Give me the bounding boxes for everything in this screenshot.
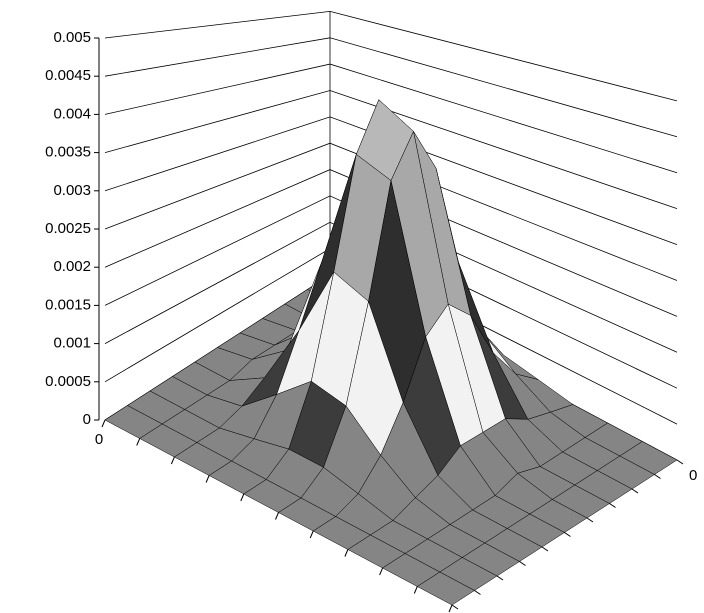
x-tick	[136, 438, 141, 446]
y-tick	[541, 546, 549, 552]
y-tick	[474, 590, 481, 595]
x-tick	[240, 493, 245, 502]
z-tick-label: 0.0005	[45, 373, 91, 390]
z-tick-label: 0.002	[53, 258, 91, 275]
y-tick	[564, 532, 571, 537]
z-tick-label: 0.005	[53, 29, 91, 46]
z-tick-label: 0.001	[53, 335, 91, 352]
z-tick-label: 0.0035	[45, 144, 91, 161]
x-tick	[101, 419, 106, 428]
x-tick	[344, 549, 349, 557]
z-tick-label: 0.003	[53, 182, 91, 199]
x-tick	[205, 475, 210, 483]
y-tick-label: 0	[689, 467, 697, 484]
x-tick	[275, 512, 279, 520]
y-tick	[496, 575, 504, 581]
z-tick-label: 0.004	[53, 105, 91, 122]
y-tick	[586, 517, 594, 523]
z-tick-label: 0.0025	[45, 220, 91, 237]
y-tick	[654, 474, 661, 479]
y-tick-label: 30	[464, 612, 481, 613]
y-tick	[451, 604, 459, 610]
y-tick	[609, 503, 616, 508]
z-tick-label: 0	[83, 411, 91, 428]
x-tick	[448, 604, 453, 613]
x-tick	[170, 456, 175, 465]
y-tick	[519, 561, 526, 566]
y-tick	[631, 488, 639, 494]
x-tick-label: 0	[95, 431, 103, 448]
x-tick	[413, 586, 418, 594]
x-tick	[309, 530, 314, 539]
x-tick	[379, 567, 384, 576]
grid-line	[104, 10, 678, 102]
z-tick-label: 0.0045	[45, 67, 91, 84]
z-tick-label: 0.0015	[45, 296, 91, 313]
y-tick	[676, 459, 684, 465]
